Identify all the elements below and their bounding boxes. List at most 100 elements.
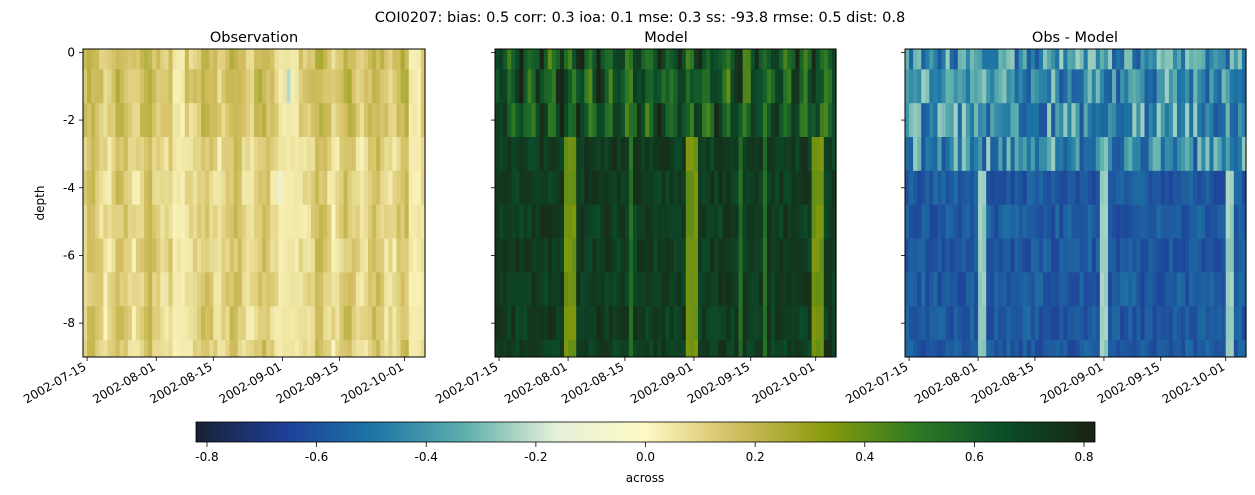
heatmap-cell — [791, 103, 797, 138]
heatmap-cell — [1197, 69, 1202, 104]
heatmap-cell — [564, 69, 569, 104]
heatmap-cell — [221, 103, 227, 138]
heatmap-cell — [1095, 69, 1101, 104]
heatmap-cell — [831, 204, 837, 239]
heatmap-cell — [1083, 272, 1089, 307]
heatmap-cell — [649, 238, 654, 273]
heatmap-cell — [811, 69, 817, 104]
y-ticks — [491, 51, 495, 324]
heatmap-cell — [135, 204, 141, 239]
x-tick-label: 2002-09-15 — [274, 359, 341, 406]
heatmap-cell — [766, 204, 772, 239]
heatmap-cell — [1083, 49, 1089, 70]
heatmap-cell — [172, 137, 178, 172]
heatmap-cell — [921, 204, 926, 239]
heatmap-cell — [823, 340, 829, 358]
heatmap-cell — [722, 306, 727, 341]
heatmap-cell — [600, 238, 606, 273]
heatmap-cell — [245, 340, 251, 358]
heatmap-cell — [738, 340, 744, 358]
heatmap-cell — [766, 69, 772, 104]
heatmap-cell — [628, 170, 634, 206]
heatmap-cell — [568, 49, 573, 70]
heatmap-cell — [1213, 137, 1219, 172]
heatmap-cell — [176, 49, 182, 70]
heatmap-cell — [933, 340, 939, 358]
heatmap-cell — [1201, 340, 1207, 358]
heatmap-cell — [669, 340, 675, 358]
heatmap-cell — [596, 204, 602, 239]
heatmap-cell — [702, 204, 707, 239]
heatmap-cell — [551, 69, 557, 104]
heatmap-cell — [323, 49, 328, 70]
heatmap-cell — [628, 69, 634, 104]
x-tick-label: 2002-09-01 — [217, 359, 284, 406]
heatmap-cell — [539, 170, 545, 206]
heatmap-cell — [511, 204, 516, 239]
heatmap-cell — [702, 137, 707, 172]
heatmap-cell — [742, 49, 748, 70]
heatmap-cell — [669, 170, 675, 206]
heatmap-cell — [245, 137, 251, 172]
heatmap-cell — [197, 69, 202, 104]
heatmap-cell — [714, 204, 719, 239]
heatmap-cell — [119, 306, 125, 341]
heatmap-cell — [925, 306, 930, 341]
heatmap-cell — [515, 69, 520, 104]
heatmap-cell — [1132, 103, 1137, 138]
heatmap-cell — [584, 103, 589, 138]
heatmap-cell — [559, 49, 565, 70]
heatmap-cell — [1112, 170, 1117, 206]
heatmap-cell — [99, 340, 104, 358]
heatmap-cell — [758, 204, 764, 239]
heatmap-cell — [416, 272, 422, 307]
heatmap-cell — [827, 204, 833, 239]
heatmap-cell — [795, 204, 801, 239]
heatmap-cell — [969, 137, 975, 172]
heatmap-cell — [168, 103, 174, 138]
heatmap-cell — [140, 204, 145, 239]
heatmap-cell — [681, 306, 687, 341]
heatmap-cell — [270, 306, 275, 341]
heatmap-cell — [1034, 306, 1040, 341]
heatmap-cell — [1193, 69, 1198, 104]
heatmap-cell — [1018, 204, 1024, 239]
heatmap-cell — [649, 137, 654, 172]
heatmap-cell — [103, 137, 109, 172]
heatmap-cell — [1063, 49, 1068, 70]
heatmap-cell — [539, 340, 545, 358]
heatmap-cell — [555, 170, 561, 206]
heatmap-cell — [511, 170, 516, 206]
heatmap-cell — [241, 49, 247, 70]
heatmap-cell — [1172, 340, 1178, 358]
heatmap-cell — [83, 49, 88, 70]
heatmap-cell — [404, 340, 410, 358]
heatmap-cell — [1229, 272, 1235, 307]
heatmap-cell — [1010, 137, 1016, 172]
heatmap-cell — [1241, 49, 1247, 70]
heatmap-cell — [197, 238, 202, 273]
heatmap-cell — [1014, 137, 1020, 172]
heatmap-cell — [331, 49, 337, 70]
heatmap-cell — [1099, 137, 1105, 172]
heatmap-cell — [917, 272, 922, 307]
heatmap-cell — [286, 137, 292, 172]
heatmap-cell — [982, 204, 987, 239]
heatmap-cell — [1132, 238, 1137, 273]
heatmap-cell — [628, 272, 634, 307]
heatmap-cell — [286, 69, 292, 104]
heatmap-cell — [396, 137, 402, 172]
heatmap-cell — [1144, 170, 1150, 206]
heatmap-cell — [633, 49, 638, 70]
heatmap-cell — [905, 69, 910, 104]
heatmap-cell — [815, 49, 821, 70]
heatmap-cell — [1205, 49, 1211, 70]
heatmap-cell — [1002, 49, 1008, 70]
heatmap-cell — [531, 204, 537, 239]
heatmap-cell — [1120, 272, 1125, 307]
heatmap-cell — [559, 103, 565, 138]
heatmap-cell — [388, 340, 394, 358]
heatmap-cell — [734, 272, 740, 307]
heatmap-cell — [1164, 103, 1170, 138]
heatmap-cell — [1047, 103, 1052, 138]
